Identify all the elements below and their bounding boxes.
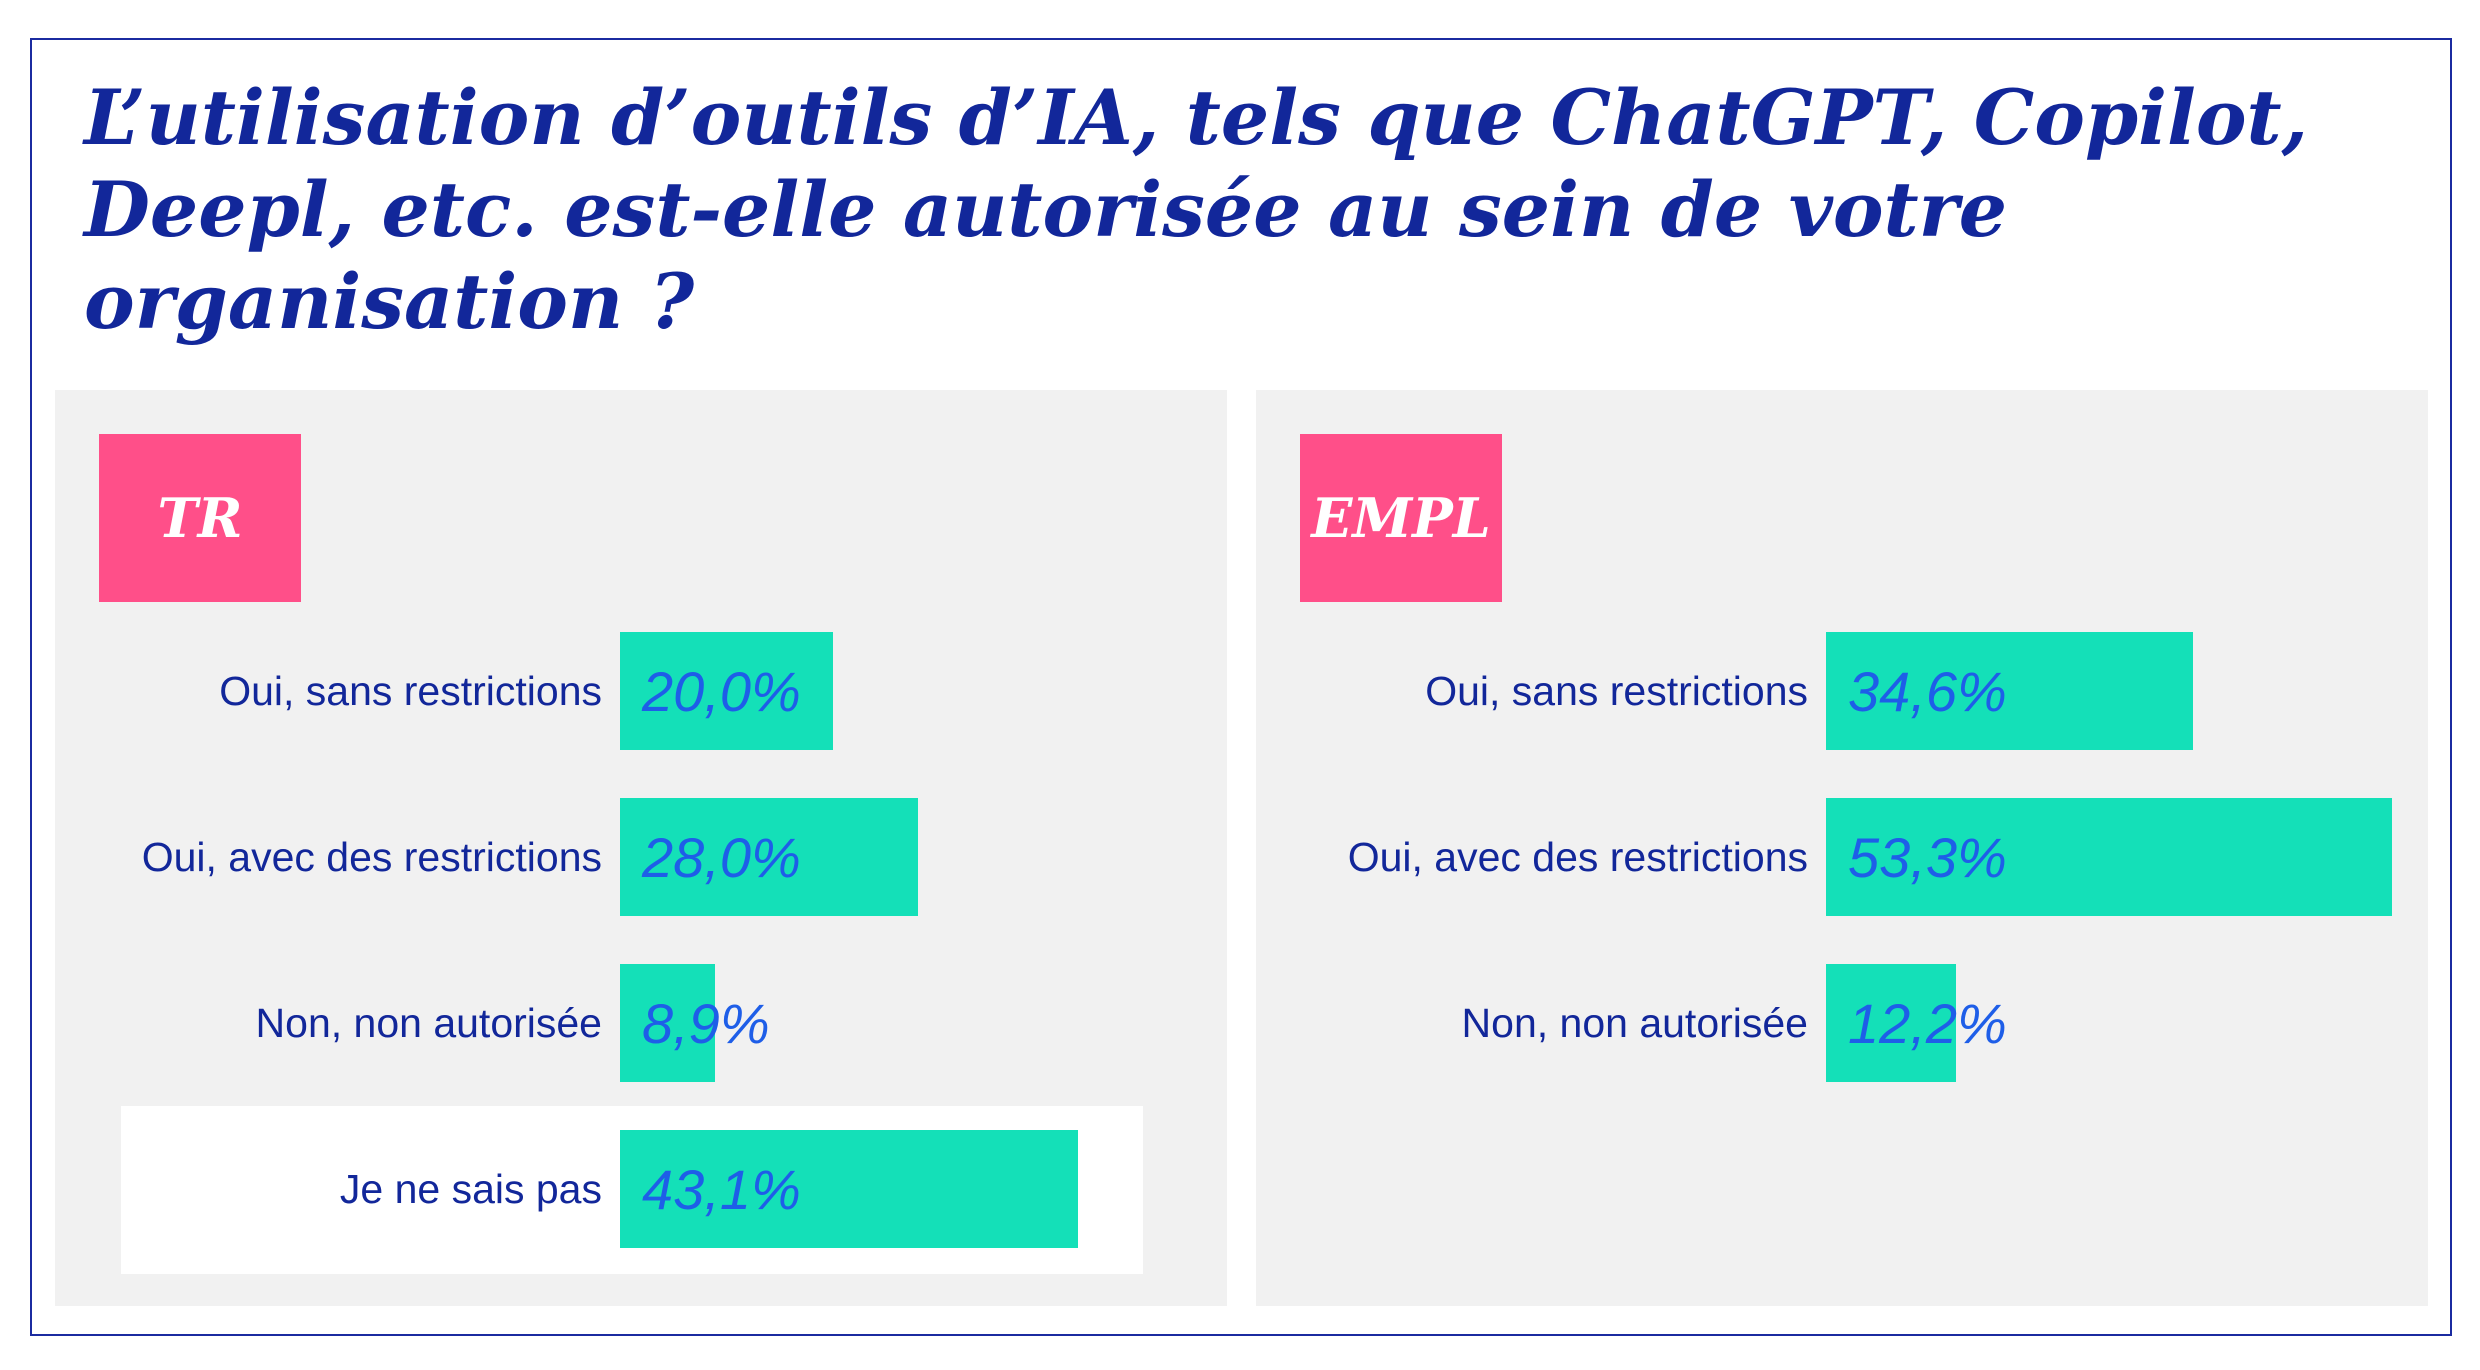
bar-row: Non, non autorisée 12,2%	[1256, 964, 2428, 1082]
bar-row: Je ne sais pas 43,1%	[55, 1130, 1227, 1248]
bar-row: Oui, avec des restrictions 53,3%	[1256, 798, 2428, 916]
category-label: Oui, avec des restrictions	[1347, 833, 1808, 880]
bar	[1826, 964, 1956, 1082]
bar-value-label: 20,0%	[642, 659, 801, 723]
bar	[620, 632, 833, 750]
chart-title: L’utilisation d’outils d’IA, tels que Ch…	[84, 73, 2309, 346]
bar-value-label: 34,6%	[1848, 659, 2007, 723]
bar-value-label: 12,2%	[1848, 991, 2007, 1055]
bar	[620, 1130, 1078, 1248]
bar-value-label: 8,9%	[642, 991, 770, 1055]
bar	[620, 964, 715, 1082]
category-label: Oui, sans restrictions	[1425, 667, 1808, 714]
bar-value-label: 43,1%	[642, 1157, 801, 1221]
chart-frame	[30, 38, 2452, 1336]
bar	[1826, 632, 2194, 750]
panel-empl: EMPL Oui, sans restrictions 34,6% Oui, ave…	[1256, 390, 2428, 1306]
bar-row: Oui, sans restrictions 20,0%	[55, 632, 1227, 750]
category-label: Non, non autorisée	[255, 999, 602, 1046]
bar-value-label: 53,3%	[1848, 825, 2007, 889]
bar-value-label: 28,0%	[642, 825, 801, 889]
bar	[620, 798, 918, 916]
bar-row: Oui, avec des restrictions 28,0%	[55, 798, 1227, 916]
category-label: Je ne sais pas	[339, 1165, 602, 1212]
category-label: Non, non autorisée	[1461, 999, 1808, 1046]
category-label: Oui, sans restrictions	[219, 667, 602, 714]
bar	[1826, 798, 2392, 916]
panel-tag-empl: EMPL	[1300, 434, 1502, 602]
panel-tr: TR Oui, sans restrictions 20,0% Oui, avec …	[55, 390, 1227, 1306]
bar-row: Non, non autorisée 8,9%	[55, 964, 1227, 1082]
bar-row: Oui, sans restrictions 34,6%	[1256, 632, 2428, 750]
category-label: Oui, avec des restrictions	[141, 833, 602, 880]
panel-tag-tr: TR	[99, 434, 301, 602]
